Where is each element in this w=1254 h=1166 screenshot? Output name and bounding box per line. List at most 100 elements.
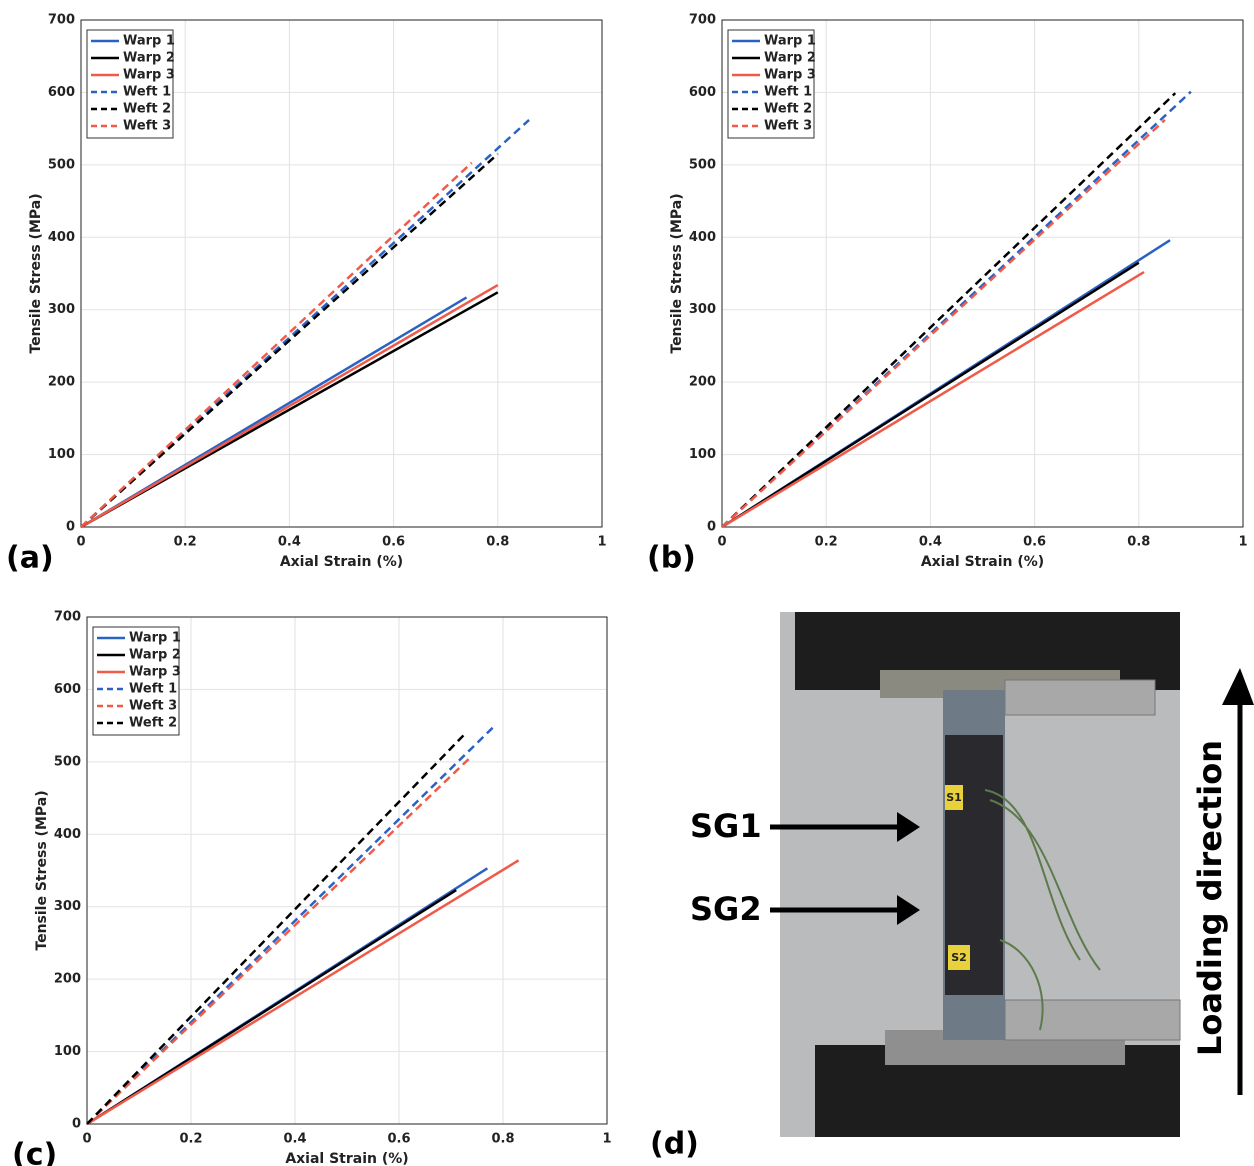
tag	[948, 945, 970, 970]
tag-label: S1	[946, 791, 962, 804]
axes-frame	[86, 616, 608, 1125]
y-tick-label: 100	[48, 447, 75, 462]
y-tick-label: 500	[689, 157, 716, 172]
y-axis-label: Tensile Stress (MPa)	[34, 790, 50, 950]
legend-label: Warp 2	[123, 51, 175, 66]
y-tick-label: 400	[48, 230, 75, 245]
x-tick-label: 1	[597, 535, 606, 550]
y-tick-label: 200	[689, 375, 716, 390]
y-axis-label: Tensile Stress (MPa)	[28, 193, 44, 353]
legend-label: Warp 3	[129, 665, 181, 680]
series-line	[721, 270, 1145, 529]
series-line	[80, 161, 473, 528]
chart: 0 100 200 300 400 500 600 700 0 0.2 0.4 0.6 0.8 1 Axia…	[6, 13, 607, 576]
legend-label: Weft 3	[764, 119, 812, 134]
photo-panel: SG1 SG2 Loading direction S1 S2 (d)	[650, 612, 1254, 1162]
x-tick-label: 0.6	[1023, 535, 1046, 550]
label: SG1	[690, 807, 762, 845]
series-line	[721, 261, 1140, 529]
x-tick-label: 0	[76, 535, 85, 550]
x-tick-label: 0.8	[486, 535, 509, 550]
x-tick-label: 1	[1238, 535, 1247, 550]
series-line	[80, 153, 499, 528]
x-tick-label: 1	[602, 1132, 611, 1147]
y-tick-label: 0	[66, 520, 75, 535]
legend-label: Weft 1	[123, 85, 171, 100]
y-tick-label: 700	[689, 13, 716, 28]
y-tick-label: 500	[54, 754, 81, 769]
legend-label: Weft 2	[129, 716, 177, 731]
legend-label: Warp 2	[129, 648, 181, 663]
bracket	[1004, 679, 1156, 716]
y-tick-label: 300	[54, 899, 81, 914]
arrow-head	[897, 895, 920, 925]
series-line	[721, 92, 1177, 528]
y-axis-label: Tensile Stress (MPa)	[669, 193, 685, 353]
y-tick-label: 700	[54, 610, 81, 625]
legend-label: Weft 3	[129, 699, 177, 714]
x-tick-label: 0.4	[919, 535, 942, 550]
legend-box	[86, 29, 174, 139]
panel-label: (c)	[12, 1138, 57, 1166]
y-tick-label: 300	[48, 302, 75, 317]
y-tick-label: 500	[48, 157, 75, 172]
y-tick-label: 600	[689, 85, 716, 100]
tag	[945, 785, 963, 810]
legend-label: Warp 3	[123, 68, 175, 83]
y-tick-label: 400	[689, 230, 716, 245]
legend-label: Warp 2	[764, 51, 816, 66]
label: SG2	[690, 890, 762, 928]
arrow-head	[1222, 668, 1254, 705]
y-tick-label: 100	[54, 1044, 81, 1059]
y-tick-label: 0	[72, 1117, 81, 1132]
x-tick-label: 0.2	[174, 535, 197, 550]
y-tick-label: 200	[48, 375, 75, 390]
y-tick-label: 300	[689, 302, 716, 317]
y-tick-label: 600	[54, 682, 81, 697]
y-tick-label: 0	[707, 520, 716, 535]
series-line	[86, 755, 473, 1125]
wires	[984, 789, 1101, 1031]
legend-label: Weft 1	[764, 85, 812, 100]
legend-label: Weft 2	[123, 102, 171, 117]
panel-label: (d)	[650, 1127, 699, 1162]
chart: 0 100 200 300 400 500 600 700 0 0.2 0.4 0.6 0.8 1 Axia…	[647, 13, 1248, 576]
y-tick-label: 200	[54, 972, 81, 987]
x-tick-label: 0.4	[278, 535, 301, 550]
y-tick-label: 100	[689, 447, 716, 462]
legend-label: Weft 2	[764, 102, 812, 117]
legend-label: Weft 3	[123, 119, 171, 134]
x-tick-label: 0	[717, 535, 726, 550]
tag-label: S2	[951, 951, 967, 964]
chart: 0 100 200 300 400 500 600 700 0 0.2 0.4 0.6 0.8 1 Axia…	[12, 610, 612, 1166]
axes-frame	[721, 19, 1244, 528]
arrow-head	[897, 812, 920, 842]
legend-label: Warp 1	[123, 34, 175, 49]
axes-frame	[80, 19, 603, 528]
x-tick-label: 0.2	[815, 535, 838, 550]
x-tick-label: 0.6	[387, 1132, 410, 1147]
x-tick-label: 0	[82, 1132, 91, 1147]
panel-label: (b)	[647, 541, 696, 576]
legend-label: Weft 1	[129, 682, 177, 697]
x-tick-label: 0.6	[382, 535, 405, 550]
x-axis-label: Axial Strain (%)	[285, 1151, 408, 1166]
x-axis-label: Axial Strain (%)	[921, 554, 1044, 570]
bracket	[1004, 999, 1181, 1041]
legend-box	[92, 626, 180, 736]
series-line	[721, 119, 1166, 528]
legend-label: Warp 3	[764, 68, 816, 83]
y-tick-label: 600	[48, 85, 75, 100]
label: Loading direction	[1191, 740, 1229, 1056]
y-tick-label: 700	[48, 13, 75, 28]
x-tick-label: 0.4	[283, 1132, 306, 1147]
legend-label: Warp 1	[129, 631, 181, 646]
x-tick-label: 0.2	[179, 1132, 202, 1147]
x-axis-label: Axial Strain (%)	[280, 554, 403, 570]
series-line	[86, 859, 520, 1126]
series-line	[80, 284, 499, 529]
y-tick-label: 400	[54, 827, 81, 842]
series-line	[80, 119, 530, 528]
panel-label: (a)	[6, 541, 54, 576]
